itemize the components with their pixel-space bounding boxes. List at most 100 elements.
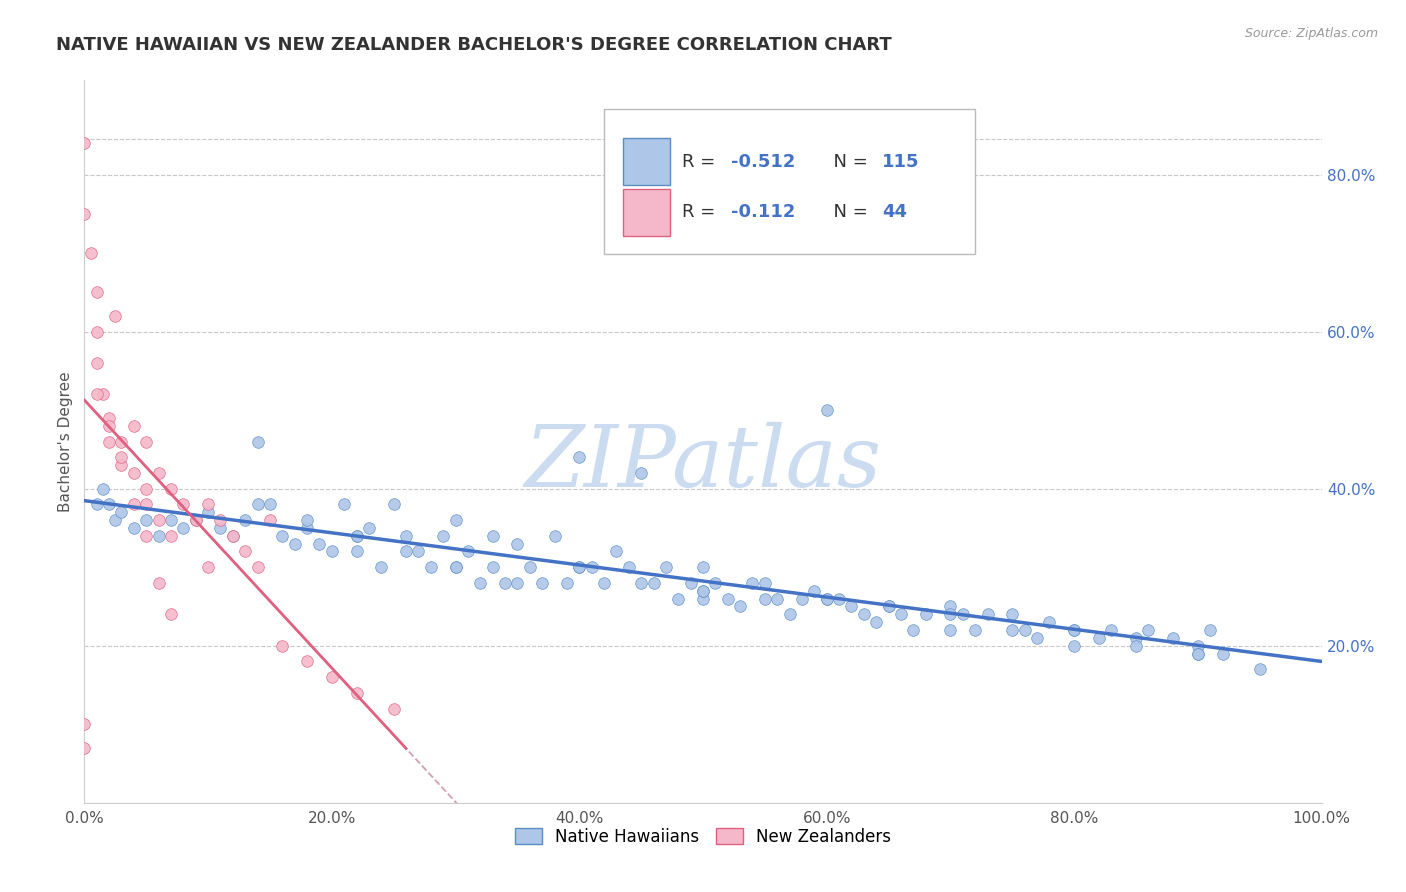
Point [271, 639, 294, 653]
Point [1038, 615, 1060, 630]
Point [86, 356, 108, 370]
Point [122, 497, 145, 511]
FancyBboxPatch shape [623, 188, 669, 235]
Point [939, 599, 962, 614]
Point [754, 591, 776, 606]
Point [160, 529, 183, 543]
Point [741, 575, 763, 590]
Point [1187, 647, 1209, 661]
Point [914, 607, 936, 622]
FancyBboxPatch shape [605, 109, 976, 253]
Text: -0.112: -0.112 [731, 203, 796, 221]
Point [222, 529, 245, 543]
Point [148, 513, 170, 527]
Point [346, 529, 368, 543]
Point [110, 434, 132, 449]
Point [692, 583, 714, 598]
FancyBboxPatch shape [623, 138, 669, 185]
Point [197, 497, 219, 511]
Text: 44: 44 [883, 203, 907, 221]
Point [1001, 607, 1024, 622]
Point [246, 434, 269, 449]
Point [890, 607, 912, 622]
Point [98, 418, 121, 433]
Point [568, 450, 591, 465]
Point [728, 599, 751, 614]
Point [209, 513, 232, 527]
Point [630, 575, 652, 590]
Point [73, 207, 96, 221]
Point [197, 505, 219, 519]
Text: NATIVE HAWAIIAN VS NEW ZEALANDER BACHELOR'S DEGREE CORRELATION CHART: NATIVE HAWAIIAN VS NEW ZEALANDER BACHELO… [56, 36, 891, 54]
Point [408, 544, 430, 558]
Point [506, 575, 529, 590]
Point [803, 583, 825, 598]
Point [160, 482, 183, 496]
Point [643, 575, 665, 590]
Point [135, 513, 157, 527]
Point [432, 529, 454, 543]
Point [233, 544, 256, 558]
Point [903, 623, 925, 637]
Point [122, 521, 145, 535]
Point [1001, 623, 1024, 637]
Point [1187, 639, 1209, 653]
Point [295, 513, 318, 527]
Point [717, 591, 740, 606]
Point [91, 482, 114, 496]
Point [1014, 623, 1036, 637]
Point [581, 560, 603, 574]
Text: -0.512: -0.512 [731, 153, 796, 170]
Point [222, 529, 245, 543]
Point [321, 544, 343, 558]
Point [815, 403, 838, 417]
Point [444, 513, 467, 527]
Point [98, 497, 121, 511]
Point [333, 497, 356, 511]
Point [135, 529, 157, 543]
Point [555, 575, 578, 590]
Legend: Native Hawaiians, New Zealanders: Native Hawaiians, New Zealanders [509, 821, 897, 852]
Point [519, 560, 541, 574]
Point [98, 434, 121, 449]
Point [148, 529, 170, 543]
Point [481, 560, 503, 574]
Point [568, 560, 591, 574]
Point [481, 529, 503, 543]
Point [184, 513, 207, 527]
Point [655, 560, 678, 574]
Point [104, 309, 127, 323]
Point [865, 615, 887, 630]
Point [135, 434, 157, 449]
Point [295, 655, 318, 669]
Point [86, 387, 108, 401]
Point [976, 607, 998, 622]
Point [531, 575, 554, 590]
Point [382, 497, 405, 511]
Point [110, 505, 132, 519]
Point [346, 529, 368, 543]
Point [939, 607, 962, 622]
Point [259, 513, 281, 527]
Point [841, 599, 863, 614]
Point [939, 623, 962, 637]
Text: ZIPatlas: ZIPatlas [524, 422, 882, 505]
Point [395, 544, 418, 558]
Point [172, 521, 194, 535]
Point [828, 591, 851, 606]
Point [246, 560, 269, 574]
Point [98, 411, 121, 425]
Point [79, 246, 101, 260]
Point [766, 591, 789, 606]
Point [122, 418, 145, 433]
Text: 115: 115 [883, 153, 920, 170]
Text: R =: R = [682, 203, 721, 221]
Point [86, 285, 108, 300]
Point [148, 575, 170, 590]
Point [233, 513, 256, 527]
Point [73, 740, 96, 755]
Point [110, 450, 132, 465]
Point [965, 623, 987, 637]
Point [271, 529, 294, 543]
Point [852, 607, 875, 622]
